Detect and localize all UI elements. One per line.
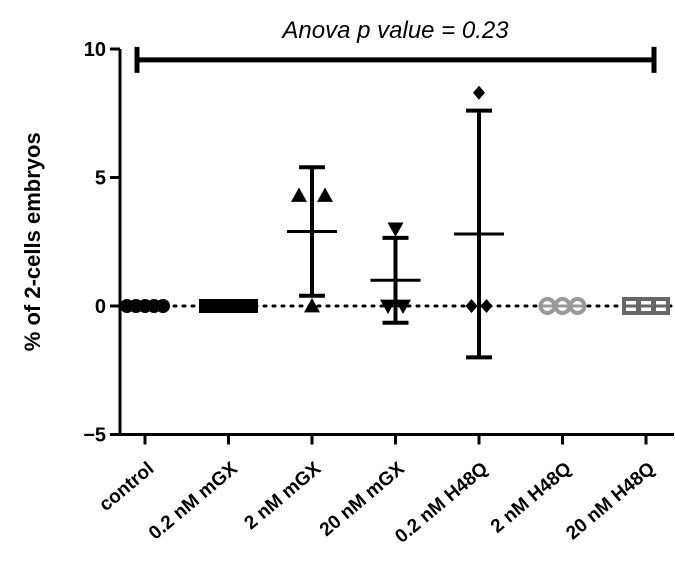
y-tick-label: −5 [83,425,106,447]
data-point [304,298,320,313]
data-point [465,299,478,313]
x-tick-label: 0.2 nM mGX [145,458,242,544]
data-point [387,222,404,237]
y-axis-label: % of 2-cells embryos [20,132,45,351]
y-tick-label: 10 [84,39,106,61]
x-tick-label: 20 nM H48Q [562,458,659,544]
x-tick-label: 0.2 nM H48Q [391,458,492,547]
data-point [473,85,485,100]
anova-annotation: Anova p value = 0.23 [280,17,509,44]
data-point [395,299,411,314]
data-point [317,187,333,202]
data-point [480,299,493,313]
x-tick-label: control [95,458,158,515]
x-tick-label: 2 nM mGX [241,458,326,534]
y-tick-label: 5 [95,168,106,190]
data-point [380,299,396,314]
data-point [291,187,307,202]
y-tick-label: 0 [95,296,106,318]
x-tick-label: 2 nM H48Q [487,458,576,537]
